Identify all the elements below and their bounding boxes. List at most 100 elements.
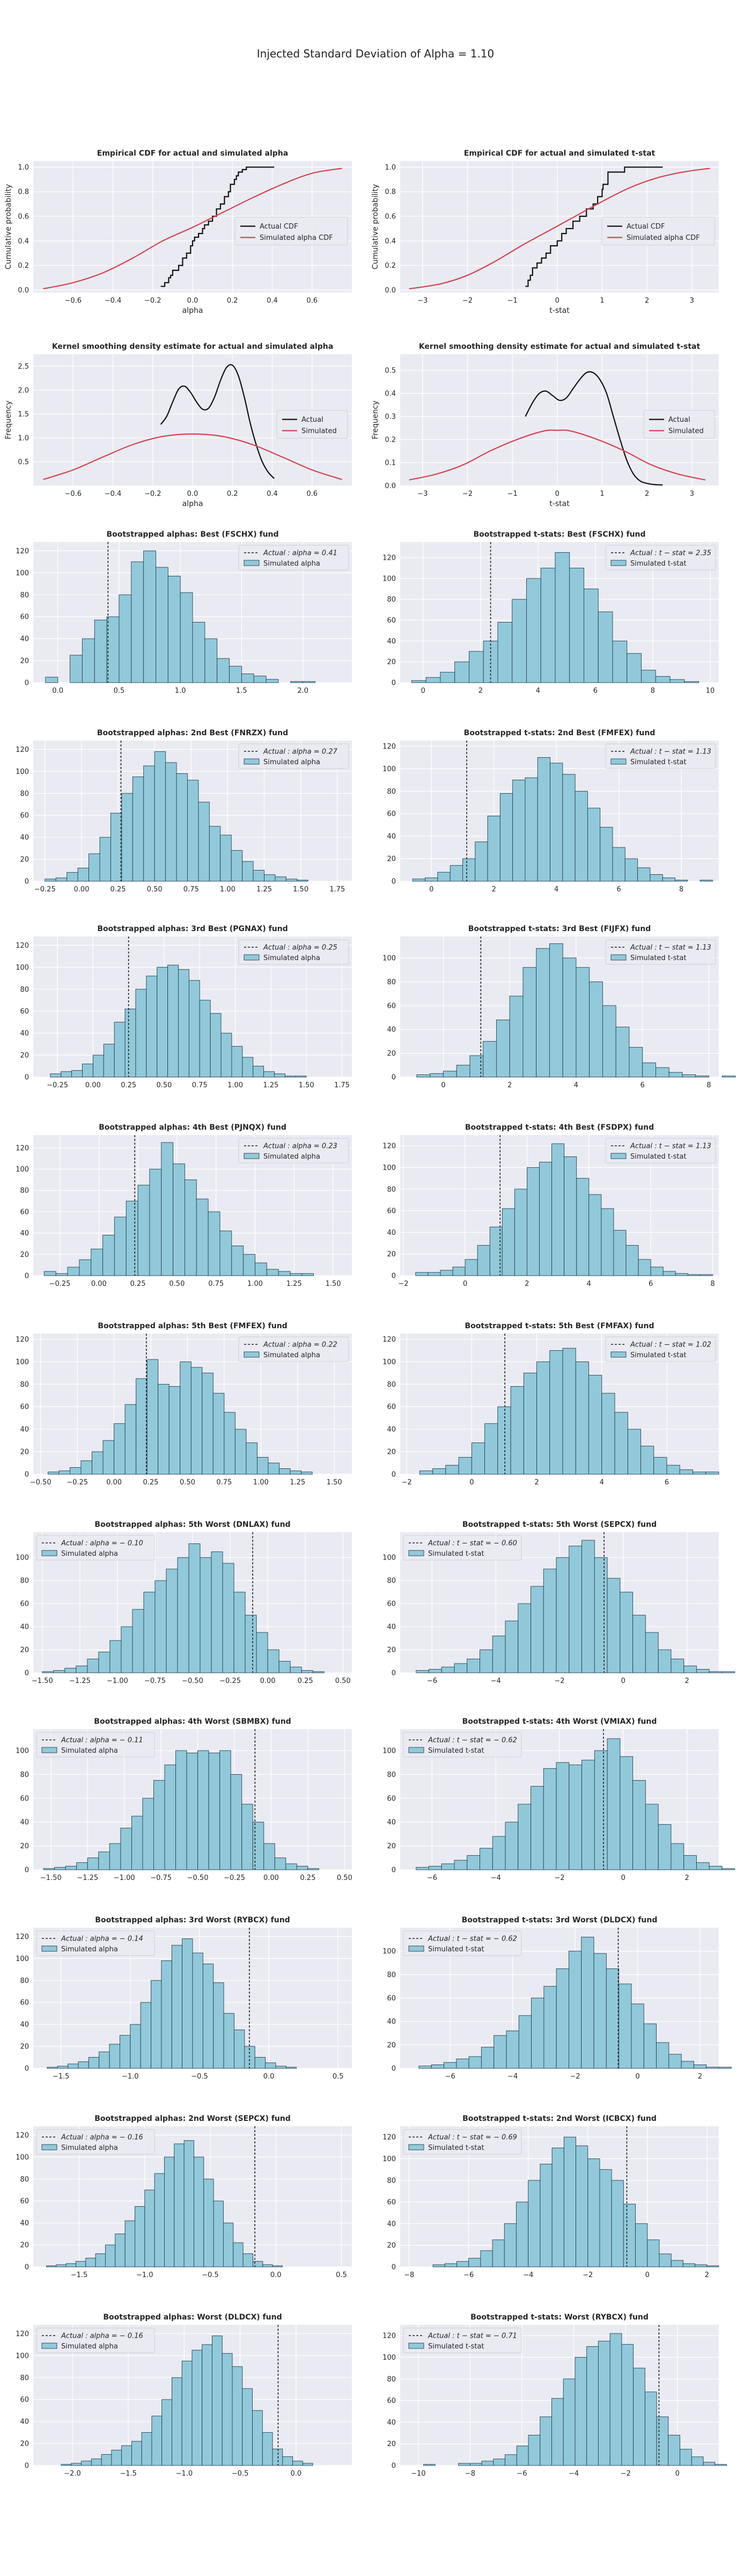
x-tick-label: 0.25	[111, 885, 126, 894]
histogram-bar	[425, 677, 441, 683]
x-tick-label: −0.5	[191, 2073, 208, 2081]
histogram-bar	[514, 1189, 527, 1276]
x-tick-label: 0.0	[187, 297, 198, 305]
histogram-bar	[275, 2066, 286, 2069]
y-tick-label: 0	[392, 1272, 396, 1280]
histogram-bar	[46, 2265, 57, 2267]
histogram-bar	[115, 2234, 126, 2267]
histogram-bar	[263, 1071, 275, 1078]
histogram-bar	[193, 2156, 204, 2267]
histogram-bar	[562, 957, 577, 1078]
histogram-bar	[598, 611, 613, 683]
legend-box	[605, 1336, 716, 1362]
histogram-bar	[99, 837, 111, 882]
y-tick-label: 20	[387, 658, 396, 667]
y-tick-label: 80	[20, 1577, 29, 1585]
x-tick-label: 3	[690, 490, 694, 498]
series-line-actual	[525, 166, 663, 287]
x-tick-label: 4	[536, 687, 540, 695]
series-line-simulated	[43, 433, 342, 480]
histogram-bar	[543, 1569, 557, 1673]
histogram-bar	[208, 1211, 220, 1276]
chart-title: Bootstrapped t-stats: 2nd Best (FMFEX) f…	[464, 729, 656, 737]
histogram-bar	[154, 751, 166, 882]
histogram-bar	[245, 1615, 257, 1673]
legend-label-actual: Actual : alpha = 0.22	[263, 1341, 337, 1349]
histogram-bar	[494, 2035, 507, 2069]
histogram-bar	[496, 1019, 510, 1078]
histogram-bar	[302, 2463, 313, 2466]
histogram-bar	[440, 1270, 453, 1276]
y-tick-label: 1.5	[18, 411, 29, 419]
chart-title: Empirical CDF for actual and simulated t…	[464, 149, 656, 158]
y-tick-label: 100	[16, 2352, 29, 2360]
y-tick-label: 20	[387, 2041, 396, 2050]
y-tick-label: 0.5	[18, 458, 29, 466]
x-tick-label: 0.25	[298, 1677, 313, 1685]
histogram-bar	[709, 1671, 723, 1673]
y-tick-label: 80	[387, 596, 396, 604]
legend-label: Actual	[668, 416, 690, 424]
y-tick-label: 0	[392, 2065, 396, 2073]
x-tick-label: −0.25	[47, 1081, 68, 1089]
histogram-bar	[528, 2180, 541, 2267]
y-tick-label: 20	[387, 855, 396, 863]
histogram-bar	[223, 2013, 234, 2069]
y-tick-label: 40	[387, 2018, 396, 2026]
histogram-bar	[175, 1750, 187, 1870]
histogram-bar	[629, 1047, 643, 1078]
histogram-bar	[668, 2054, 682, 2069]
x-tick-label: −10	[411, 2470, 425, 2478]
histogram-bar	[480, 1649, 493, 1673]
legend-box	[238, 939, 349, 965]
x-tick-label: 0.4	[267, 297, 278, 305]
histogram-bar	[612, 640, 628, 683]
x-tick-label: 0.0	[270, 2271, 282, 2279]
x-tick-label: −6	[445, 2073, 455, 2081]
y-tick-label: 100	[16, 1955, 29, 1963]
x-axis-label: alpha	[182, 306, 203, 315]
histogram-bar	[295, 1075, 307, 1078]
histogram-bar	[151, 1980, 162, 2069]
histogram-bar	[230, 1774, 242, 1870]
x-tick-label: −0.2	[144, 490, 161, 498]
series-line-actual	[525, 371, 663, 486]
histogram-bar	[158, 1384, 170, 1475]
histogram-bar	[202, 2344, 212, 2466]
histogram-bar	[174, 2143, 185, 2267]
histogram-bar	[167, 964, 179, 1078]
chart-title: Bootstrapped t-stats: 3rd Best (FIJFX) f…	[468, 925, 651, 933]
x-tick-label: −0.5	[202, 2271, 219, 2279]
histogram-bar	[199, 1000, 211, 1078]
x-tick-label: 6	[617, 885, 621, 894]
histogram-bar	[468, 2258, 481, 2267]
histogram-bar	[518, 1603, 531, 1673]
legend-label-simulated: Simulated t-stat	[428, 1945, 484, 1953]
histogram-bar	[196, 1198, 209, 1276]
histogram-bar	[242, 2388, 253, 2466]
histogram-bar	[312, 1671, 325, 1673]
chart-title: Bootstrapped t-stats: 4th Worst (VMIAX) …	[462, 1717, 657, 1726]
histogram-bar	[468, 2056, 482, 2069]
x-tick-label: −2	[621, 2470, 631, 2478]
histogram-bar	[509, 996, 524, 1078]
x-tick-label: 0	[621, 1677, 625, 1685]
legend-label-actual: Actual : t − stat = − 0.60	[428, 1540, 517, 1548]
histogram-bar	[119, 2035, 131, 2069]
legend-label-simulated: Simulated alpha	[61, 1945, 118, 1953]
histogram-bar	[154, 2173, 165, 2267]
chart-title: Bootstrapped alphas: 5th Worst (DNLAX) f…	[94, 1520, 290, 1529]
histogram-bar	[285, 879, 298, 882]
y-tick-label: 120	[16, 1336, 29, 1344]
histogram-bar	[61, 2464, 72, 2466]
y-axis-label: Cumulative probability	[371, 184, 380, 269]
histogram-bar	[202, 1964, 214, 2069]
x-tick-label: −6	[517, 2470, 527, 2478]
x-tick-label: 2	[645, 297, 649, 305]
y-tick-label: 100	[16, 1358, 29, 1366]
histogram-bar	[432, 1468, 446, 1475]
x-tick-label: 1	[600, 490, 604, 498]
y-tick-label: 0.1	[385, 459, 396, 467]
